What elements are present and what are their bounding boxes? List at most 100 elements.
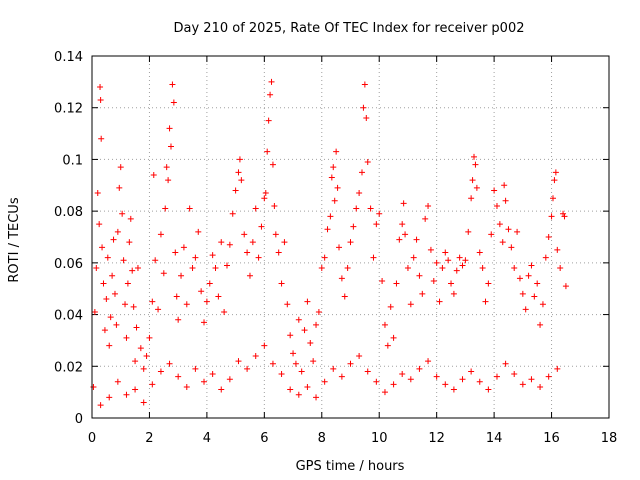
data-point — [364, 159, 371, 166]
data-point — [552, 169, 559, 176]
data-point — [100, 280, 107, 287]
data-point — [167, 143, 174, 150]
data-point — [347, 360, 354, 367]
data-point — [110, 236, 117, 243]
data-point — [183, 383, 190, 390]
data-point — [511, 371, 518, 378]
data-point — [284, 301, 291, 308]
data-point — [90, 383, 97, 390]
data-point — [149, 381, 156, 388]
data-point — [123, 391, 130, 398]
data-point — [549, 195, 556, 202]
data-point — [133, 324, 140, 331]
data-point — [229, 210, 236, 217]
y-tick-label: 0.12 — [54, 102, 83, 117]
data-point — [203, 298, 210, 305]
data-point — [450, 290, 457, 297]
data-point — [341, 293, 348, 300]
data-point — [318, 265, 325, 272]
data-point — [436, 298, 443, 305]
chart-title: Day 210 of 2025, Rate Of TEC Index for r… — [174, 21, 525, 36]
data-point — [152, 257, 159, 264]
data-point — [321, 254, 328, 261]
y-tick-label: 0.08 — [54, 205, 83, 220]
data-point — [545, 373, 552, 380]
data-point — [472, 161, 479, 168]
data-point — [166, 125, 173, 132]
y-tick-label: 0 — [75, 412, 83, 427]
data-point — [557, 265, 564, 272]
data-point — [453, 267, 460, 274]
data-point — [471, 153, 478, 160]
data-point — [252, 352, 259, 359]
data-point — [235, 358, 242, 365]
x-tick-label: 16 — [543, 431, 560, 446]
data-point — [476, 249, 483, 256]
data-point — [271, 202, 278, 209]
data-point — [545, 234, 552, 240]
data-point — [363, 115, 370, 122]
data-point — [310, 358, 317, 365]
data-point — [508, 244, 515, 251]
data-point — [554, 246, 561, 253]
data-point — [433, 259, 440, 266]
data-point — [109, 272, 116, 279]
data-point — [97, 96, 104, 103]
y-tick-label: 0.14 — [54, 50, 83, 65]
x-tick-label: 10 — [371, 431, 388, 446]
data-point — [315, 308, 322, 315]
data-point — [539, 301, 546, 308]
data-point — [98, 135, 105, 142]
data-point — [221, 308, 228, 315]
data-point — [364, 368, 371, 375]
data-point — [96, 221, 103, 228]
data-point — [370, 254, 377, 261]
plot-frame — [91, 55, 610, 419]
data-point — [330, 365, 337, 372]
data-point — [407, 301, 414, 308]
data-point — [439, 265, 446, 272]
data-point — [244, 249, 251, 256]
data-point — [301, 327, 308, 334]
data-point — [442, 381, 449, 388]
data-point — [496, 221, 503, 228]
data-point — [172, 249, 179, 256]
data-point — [465, 228, 472, 235]
data-point — [505, 226, 512, 233]
data-point — [384, 342, 391, 349]
data-point — [367, 205, 374, 212]
data-point — [175, 373, 182, 380]
data-point — [126, 239, 133, 246]
data-point — [491, 187, 498, 194]
data-point — [525, 272, 532, 279]
data-point — [183, 301, 190, 308]
data-point — [252, 205, 259, 212]
data-point — [114, 228, 121, 235]
data-point — [166, 360, 173, 367]
data-point — [356, 190, 363, 197]
data-point — [331, 197, 338, 204]
data-point — [116, 184, 123, 191]
data-point — [150, 171, 157, 178]
y-tick-label: 0.1 — [62, 153, 83, 168]
data-point — [562, 283, 569, 290]
x-tick-label: 12 — [428, 431, 445, 446]
data-point — [165, 177, 172, 184]
data-point — [493, 373, 500, 380]
data-point — [393, 280, 400, 287]
data-point — [97, 402, 104, 409]
data-point — [350, 223, 357, 230]
data-point — [379, 277, 386, 284]
data-point — [360, 104, 367, 111]
data-point — [272, 231, 279, 238]
data-point — [327, 213, 334, 220]
data-point — [485, 386, 492, 393]
x-tick-label: 6 — [260, 431, 268, 446]
data-point — [123, 334, 130, 341]
data-point — [376, 210, 383, 217]
data-point — [511, 265, 518, 272]
data-point — [223, 262, 230, 269]
data-point — [235, 169, 242, 176]
x-tick-label: 18 — [601, 431, 618, 446]
data-point — [561, 213, 568, 220]
